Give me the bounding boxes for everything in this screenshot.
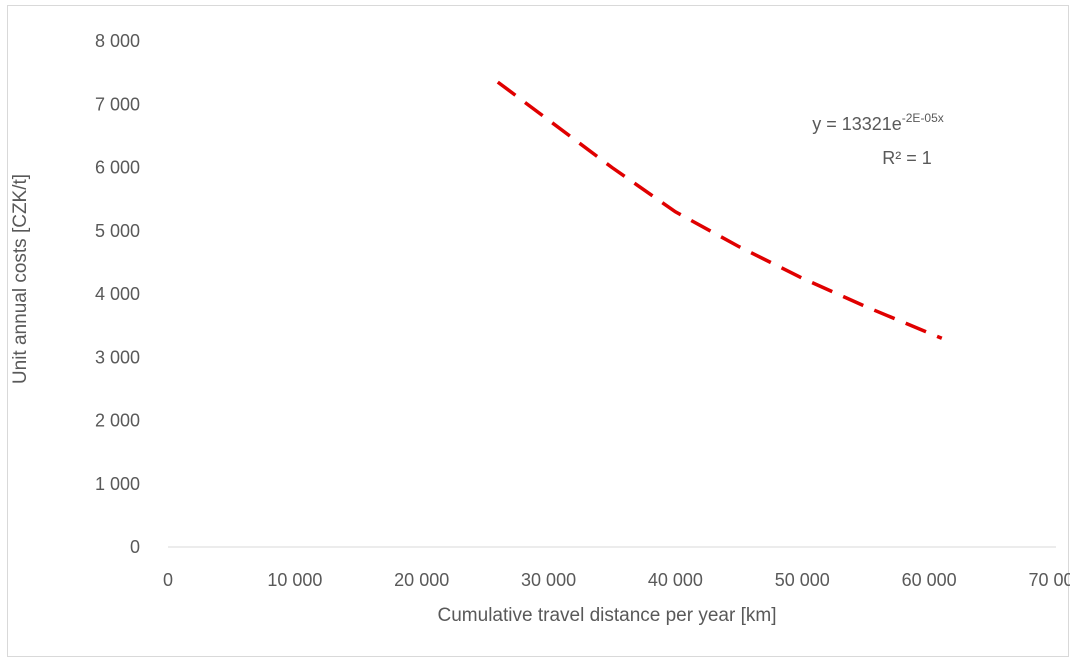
series-line-exponential: [496, 80, 943, 340]
equation-base: y = 13321e: [812, 114, 902, 134]
x-tick-label: 50 000: [775, 570, 830, 590]
x-tick-label: 60 000: [902, 570, 957, 590]
x-axis-title: Cumulative travel distance per year [km]: [438, 605, 777, 626]
y-tick-label: 8 000: [95, 31, 140, 51]
y-tick-label: 3 000: [95, 347, 140, 367]
x-axis-tick-labels: 0 10 000 20 000 30 000 40 000 50 000 60 000 70 …: [163, 570, 1075, 590]
chart-area: 0 1 000 2 000 3 000 4 000 5 000 6 000 7 000 8 00…: [7, 5, 1075, 657]
y-axis-tick-labels: 0 1 000 2 000 3 000 4 000 5 000 6 000 7 000 8 00…: [95, 31, 140, 557]
y-tick-label: 0: [130, 537, 140, 557]
y-tick-label: 6 000: [95, 158, 140, 178]
equation-exponent: -2E-05x: [902, 111, 944, 125]
x-tick-label: 40 000: [648, 570, 703, 590]
x-tick-label: 20 000: [394, 570, 449, 590]
y-tick-label: 5 000: [95, 221, 140, 241]
chart-svg: 0 1 000 2 000 3 000 4 000 5 000 6 000 7 000 8 00…: [10, 31, 1075, 626]
y-tick-label: 2 000: [95, 411, 140, 431]
y-tick-label: 4 000: [95, 284, 140, 304]
trendline-r-squared: R² = 1: [882, 148, 932, 168]
x-tick-label: 0: [163, 570, 173, 590]
x-tick-label: 10 000: [267, 570, 322, 590]
trendline-equation: y = 13321e-2E-05x: [812, 111, 944, 134]
y-tick-label: 7 000: [95, 94, 140, 114]
y-axis-title: Unit annual costs [CZK/t]: [10, 174, 31, 384]
x-tick-label: 30 000: [521, 570, 576, 590]
x-tick-label: 70 000: [1028, 570, 1070, 590]
y-tick-label: 1 000: [95, 474, 140, 494]
